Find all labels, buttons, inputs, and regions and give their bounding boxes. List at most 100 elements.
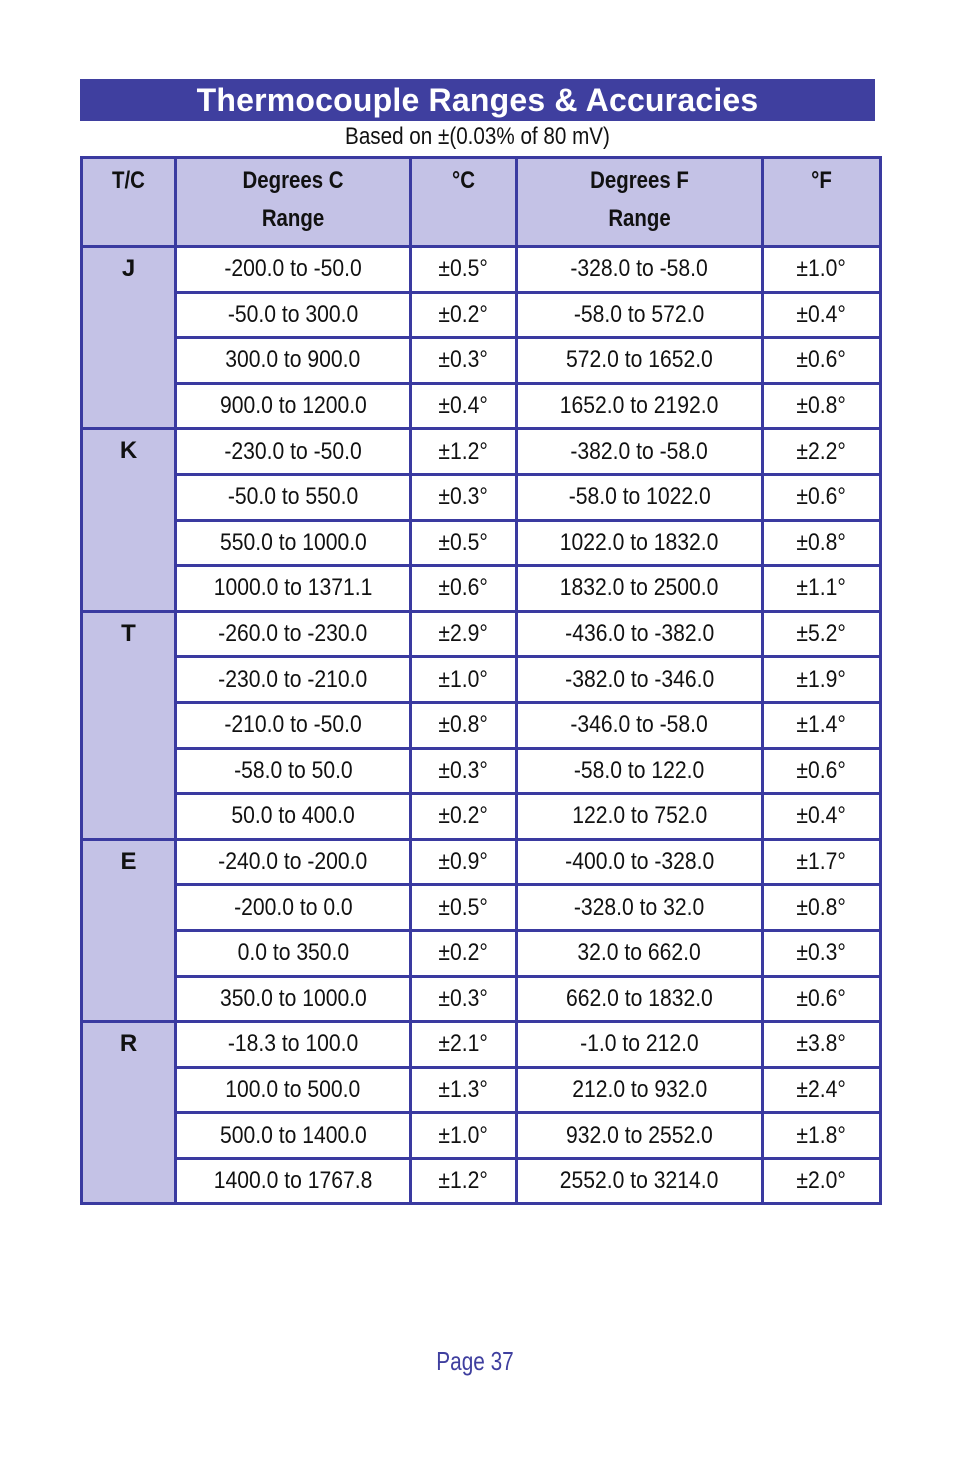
header-tc: T/C [80, 156, 177, 248]
degc-accuracy-cell-value: ±0.5° [438, 893, 489, 921]
degf-accuracy-cell: ±5.2° [761, 609, 882, 659]
thermocouple-type-cell: E [80, 837, 177, 1024]
table-row: -58.0 to 50.0 ±0.3° -58.0 to 122.0 ±0.6° [82, 746, 882, 796]
degf-accuracy-cell: ±2.2° [761, 427, 882, 476]
degf-range-cell: -382.0 to -346.0 [515, 655, 764, 704]
degc-accuracy-cell: ±1.2° [409, 427, 518, 476]
table-row: -210.0 to -50.0 ±0.8° -346.0 to -58.0 ±1.4° [82, 700, 882, 750]
degc-range-cell: 300.0 to 900.0 [174, 336, 412, 385]
degf-accuracy-cell-value: ±2.0° [796, 1167, 847, 1195]
degc-accuracy-cell-value: ±2.9° [438, 620, 489, 648]
degf-accuracy-cell: ±1.4° [761, 700, 882, 750]
degf-range-cell-value: 2552.0 to 3214.0 [560, 1167, 719, 1195]
degf-accuracy-cell: ±0.8° [761, 381, 882, 431]
degf-accuracy-cell: ±0.4° [761, 290, 882, 340]
degf-accuracy-cell-value: ±0.3° [796, 939, 847, 967]
degc-accuracy-cell-value: ±1.2° [438, 1167, 489, 1195]
degc-accuracy-cell-value: ±0.6° [438, 574, 489, 602]
degf-accuracy-cell-value: ±0.8° [796, 528, 847, 556]
degf-range-cell-value: 1832.0 to 2500.0 [560, 574, 719, 602]
degf-range-cell-value: -382.0 to -346.0 [564, 665, 715, 693]
degf-accuracy-cell: ±1.8° [761, 1111, 882, 1160]
degc-range-cell: -230.0 to -210.0 [174, 655, 412, 704]
table-row: -50.0 to 300.0 ±0.2° -58.0 to 572.0 ±0.4° [82, 290, 882, 340]
degc-accuracy-cell-value: ±0.4° [438, 392, 489, 420]
degc-range-cell: -260.0 to -230.0 [174, 609, 412, 659]
header-degf-range-line1: Degrees F [590, 167, 689, 194]
degc-accuracy-cell: ±1.0° [409, 655, 518, 704]
degf-accuracy-cell-value: ±0.6° [796, 756, 847, 784]
degc-accuracy-cell-value: ±1.0° [438, 1121, 489, 1149]
table-row: E -240.0 to -200.0 ±0.9° -400.0 to -328.0 ±1… [80, 837, 882, 1024]
degf-range-cell-value: 32.0 to 662.0 [577, 939, 702, 967]
table-row: 50.0 to 400.0 ±0.2° 122.0 to 752.0 ±0.4° [82, 792, 882, 841]
degc-accuracy-cell-value: ±0.5° [438, 255, 489, 283]
degf-range-cell-value: 122.0 to 752.0 [571, 802, 708, 830]
header-row: T/C Degrees C Range °C Degrees F Range °… [80, 156, 882, 248]
degf-accuracy-cell: ±1.1° [761, 564, 882, 613]
degc-accuracy-cell: ±0.6° [409, 564, 518, 613]
header-degf-accuracy: °F [761, 156, 882, 248]
degf-range-cell: -436.0 to -382.0 [515, 609, 764, 659]
degf-accuracy-cell: ±0.4° [761, 792, 882, 841]
degc-accuracy-cell: ±0.5° [409, 518, 518, 568]
degf-range-cell-value: 1652.0 to 2192.0 [560, 392, 719, 420]
degf-range-cell-value: -1.0 to 212.0 [580, 1030, 699, 1058]
degf-range-cell: 32.0 to 662.0 [515, 928, 764, 978]
degc-range-cell-value: 1000.0 to 1371.1 [213, 574, 373, 602]
degf-range-cell: -1.0 to 212.0 [515, 1020, 764, 1069]
header-degc-range-line2: Range [261, 205, 325, 232]
degf-accuracy-cell: ±2.4° [761, 1065, 882, 1115]
degf-accuracy-cell-value: ±1.1° [796, 574, 847, 602]
degf-accuracy-cell-value: ±0.8° [796, 392, 847, 420]
degc-range-cell-value: -230.0 to -50.0 [224, 437, 362, 465]
degf-range-cell-value: -328.0 to -58.0 [570, 255, 709, 283]
degc-accuracy-cell: ±1.3° [409, 1065, 518, 1115]
degf-accuracy-cell: ±3.8° [761, 1020, 882, 1069]
table-row: T -260.0 to -230.0 ±2.9° -436.0 to -382.0 ±5… [80, 609, 882, 841]
header-degc-accuracy: °C [409, 156, 518, 248]
degc-range-cell: -50.0 to 550.0 [174, 472, 412, 522]
degc-range-cell: -58.0 to 50.0 [174, 746, 412, 796]
degc-accuracy-cell: ±0.2° [409, 792, 518, 841]
degf-accuracy-cell: ±0.6° [761, 336, 882, 385]
degc-accuracy-cell: ±0.3° [409, 336, 518, 385]
degc-accuracy-cell: ±1.2° [409, 1156, 518, 1206]
table-row: 550.0 to 1000.0 ±0.5° 1022.0 to 1832.0 ±0.8… [82, 518, 882, 568]
degf-range-cell: 212.0 to 932.0 [515, 1065, 764, 1115]
degc-range-cell-value: 500.0 to 1400.0 [219, 1121, 367, 1149]
degc-accuracy-cell: ±0.8° [409, 700, 518, 750]
degf-accuracy-cell-value: ±0.4° [796, 300, 847, 328]
table-row: -200.0 to 0.0 ±0.5° -328.0 to 32.0 ±0.8° [82, 883, 882, 932]
degf-range-cell: -346.0 to -58.0 [515, 700, 764, 750]
degc-range-cell: 500.0 to 1400.0 [174, 1111, 412, 1160]
degc-range-cell: 1400.0 to 1767.8 [174, 1156, 412, 1206]
degf-range-cell-value: 572.0 to 1652.0 [566, 346, 713, 374]
degf-range-cell-value: -58.0 to 122.0 [574, 756, 705, 784]
degc-range-cell-value: -240.0 to -200.0 [218, 848, 368, 876]
degc-range-cell-value: 900.0 to 1200.0 [219, 392, 367, 420]
degf-accuracy-cell-value: ±1.7° [796, 848, 847, 876]
degc-accuracy-cell: ±0.2° [409, 928, 518, 978]
page-title: Thermocouple Ranges & Accuracies [80, 79, 875, 121]
degf-accuracy-cell-value: ±0.8° [796, 893, 847, 921]
degf-range-cell: -58.0 to 1022.0 [515, 472, 764, 522]
degf-range-cell-value: -382.0 to -58.0 [570, 437, 709, 465]
degf-range-cell: 932.0 to 2552.0 [515, 1111, 764, 1160]
header-degf-accuracy-label: °F [811, 167, 832, 194]
degf-range-cell: 122.0 to 752.0 [515, 792, 764, 841]
header-degf-range: Degrees F Range [515, 156, 764, 248]
table-body: J -200.0 to -50.0 ±0.5° -328.0 to -58.0 ±1.0… [80, 244, 882, 1206]
degf-range-cell: 1652.0 to 2192.0 [515, 381, 764, 431]
degf-range-cell-value: -346.0 to -58.0 [570, 711, 709, 739]
degc-range-cell-value: -18.3 to 100.0 [227, 1030, 359, 1058]
thermocouple-type-cell: R [80, 1020, 177, 1206]
table-row: 0.0 to 350.0 ±0.2° 32.0 to 662.0 ±0.3° [82, 928, 882, 978]
degf-accuracy-cell-value: ±0.4° [796, 802, 847, 830]
degc-range-cell-value: 300.0 to 900.0 [225, 346, 361, 374]
degf-range-cell: -58.0 to 572.0 [515, 290, 764, 340]
degc-accuracy-cell-value: ±0.5° [438, 528, 489, 556]
degc-range-cell: 350.0 to 1000.0 [174, 974, 412, 1024]
table-row: -50.0 to 550.0 ±0.3° -58.0 to 1022.0 ±0.6° [82, 472, 882, 522]
table-header: T/C Degrees C Range °C Degrees F Range °… [80, 156, 882, 248]
